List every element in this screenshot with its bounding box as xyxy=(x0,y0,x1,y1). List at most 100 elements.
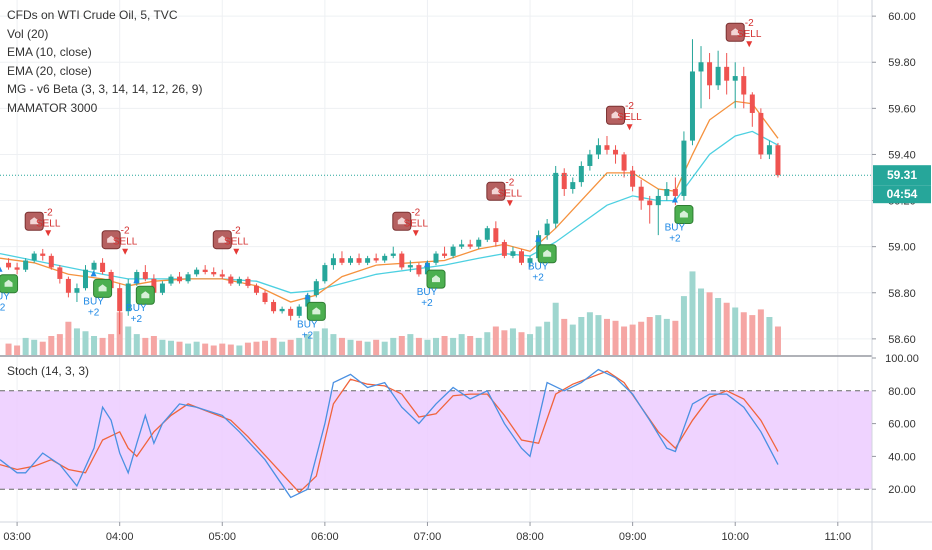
candle xyxy=(578,161,584,187)
candle xyxy=(724,53,730,95)
volume-bar xyxy=(723,302,730,355)
candle-body xyxy=(484,228,490,240)
candle xyxy=(31,251,37,263)
price-tick-label: 59.60 xyxy=(888,103,916,115)
volume-bar xyxy=(458,334,465,355)
indicator-vol[interactable]: Vol (20) xyxy=(7,26,49,41)
sell-label: SELL xyxy=(36,218,61,229)
candle-body xyxy=(211,272,217,275)
candle xyxy=(125,278,131,316)
candle-body xyxy=(14,267,20,270)
volume-bar xyxy=(210,345,217,355)
volume-bar xyxy=(202,343,209,355)
volume-bar xyxy=(475,337,482,355)
candle xyxy=(390,246,396,259)
candle xyxy=(442,246,448,259)
volume-bar xyxy=(150,336,157,355)
time-tick-label: 11:00 xyxy=(824,531,851,543)
candle xyxy=(587,149,593,171)
sell-count: -2 xyxy=(625,101,634,112)
indicator-ema-10[interactable]: EMA (10, close) xyxy=(7,45,92,59)
candle-body xyxy=(125,283,131,312)
volume-bar xyxy=(364,341,371,355)
indicator-mg-v6[interactable]: MG - v6 Beta (3, 3, 14, 14, 12, 26, 9) xyxy=(7,82,203,96)
candle xyxy=(117,283,123,335)
buy-arrow-icon xyxy=(133,277,140,284)
candle-body xyxy=(433,253,439,263)
countdown-value: 04:54 xyxy=(887,187,918,201)
price-tick-label: 58.60 xyxy=(888,334,916,346)
candle-body xyxy=(467,244,473,247)
stoch-k-line xyxy=(0,368,779,499)
sell-count: -2 xyxy=(411,207,420,218)
volume-bar xyxy=(433,337,439,355)
candle-body xyxy=(749,94,755,113)
volume-bar xyxy=(749,315,756,355)
candle xyxy=(476,237,482,249)
candle-body xyxy=(288,308,294,316)
candle-body xyxy=(638,186,644,201)
candle-body xyxy=(48,255,54,268)
buy-count: +2 xyxy=(0,303,6,314)
indicator-mamator[interactable]: MAMATOR 3000 xyxy=(7,100,98,115)
volume-bar xyxy=(270,337,277,355)
stoch-tick-label: 100.00 xyxy=(885,353,919,365)
price-tick-label: 60.00 xyxy=(888,11,916,23)
candle-body xyxy=(476,239,482,247)
volume-bar xyxy=(621,326,628,355)
candle-body xyxy=(279,308,285,312)
volume-bar xyxy=(757,309,764,355)
buy-count: +2 xyxy=(302,330,314,341)
volume-bar xyxy=(740,312,747,355)
candle-body xyxy=(365,258,371,263)
candle xyxy=(732,62,738,109)
house-icon xyxy=(218,235,227,243)
price-axis-bg xyxy=(872,0,932,550)
sell-count: -2 xyxy=(44,207,53,218)
volume-bar xyxy=(578,317,585,355)
time-tick-label: 04:00 xyxy=(106,531,134,543)
time-tick-label: 07:00 xyxy=(414,531,442,543)
stoch-legend[interactable]: Stoch (14, 3, 3) xyxy=(7,364,90,378)
candle xyxy=(185,272,191,284)
volume-bar xyxy=(774,326,781,355)
volume-bar xyxy=(193,341,200,355)
candle xyxy=(459,239,465,249)
candle xyxy=(553,165,559,229)
price-tick-label: 59.80 xyxy=(888,57,916,69)
buy-label: BUY xyxy=(0,292,10,303)
sell-count: -2 xyxy=(121,226,130,237)
indicator-ema-20[interactable]: EMA (20, close) xyxy=(7,63,92,78)
buy-label: BUY xyxy=(417,287,438,298)
symbol-title[interactable]: CFDs on WTI Crude Oil, 5, TVC xyxy=(7,8,178,22)
sell-count: -2 xyxy=(745,18,754,29)
candle xyxy=(766,140,772,160)
buy-arrow-icon xyxy=(535,235,542,242)
candle xyxy=(177,272,183,284)
candle-body xyxy=(219,274,225,277)
candle xyxy=(356,253,362,266)
candle-body xyxy=(766,145,772,155)
volume-bar xyxy=(535,326,542,355)
candle-body xyxy=(647,200,653,206)
volume-bar xyxy=(646,317,653,355)
candle-body xyxy=(681,140,687,196)
house-icon xyxy=(731,28,740,36)
price-tick-label: 59.00 xyxy=(888,242,916,254)
volume-bar xyxy=(398,336,405,355)
stoch-axis: 100.00 80.00 60.00 40.00 20.00 xyxy=(872,353,919,496)
candle xyxy=(313,278,319,298)
volume-bar xyxy=(467,336,474,355)
sell-arrow-icon xyxy=(122,248,129,255)
candle-body xyxy=(382,255,388,261)
volume-bar xyxy=(236,345,243,355)
sell-label: SELL xyxy=(224,237,249,248)
countdown-badge xyxy=(873,185,931,204)
candle-body xyxy=(40,253,46,256)
candle xyxy=(715,50,721,90)
volume-bar xyxy=(176,341,183,355)
candle xyxy=(510,246,516,259)
